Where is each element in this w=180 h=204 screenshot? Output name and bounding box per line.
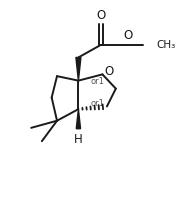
Text: H: H bbox=[74, 133, 83, 146]
Polygon shape bbox=[76, 58, 81, 81]
Text: CH₃: CH₃ bbox=[156, 40, 175, 50]
Polygon shape bbox=[76, 109, 80, 129]
Text: O: O bbox=[104, 65, 113, 78]
Text: O: O bbox=[124, 29, 133, 42]
Text: O: O bbox=[96, 9, 105, 22]
Text: or1: or1 bbox=[91, 99, 105, 108]
Text: or1: or1 bbox=[91, 77, 105, 86]
